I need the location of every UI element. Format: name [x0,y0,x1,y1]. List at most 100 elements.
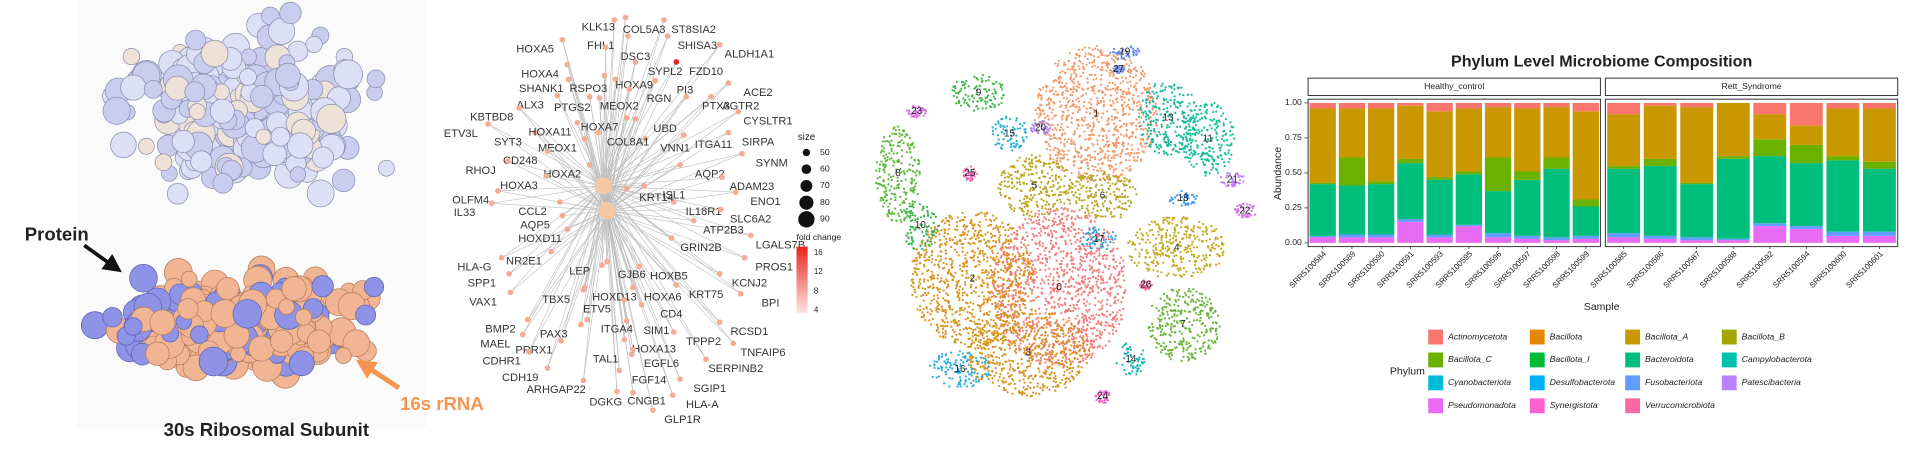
gene-label: COL8A1 [607,136,650,148]
tsne-point [1113,60,1116,64]
tsne-point [1069,77,1072,80]
tsne-point [1074,247,1078,251]
tsne-point [963,307,966,310]
tsne-point [991,302,994,306]
tsne-point [1047,312,1051,315]
tsne-point [1128,159,1131,162]
tsne-point [1136,108,1140,112]
tsne-point [1020,202,1023,205]
gene-node [671,199,677,205]
gene-node [735,108,742,115]
size-legend-label: 60 [820,163,830,173]
tsne-point [933,226,936,229]
tsne-point [1055,159,1058,162]
tsne-point [1072,303,1075,307]
tsne-point [1052,86,1055,89]
tsne-point [1136,231,1139,234]
tsne-point [1063,202,1066,205]
tsne-point [939,238,942,242]
tsne-point [1097,112,1100,115]
tsne-point [943,299,947,302]
tsne-point [1072,258,1075,261]
tsne-point [931,317,934,321]
tsne-point [1086,126,1089,130]
gene-node [524,316,531,323]
tsne-point [1083,100,1086,104]
tsne-point [1068,367,1071,370]
tsne-point [954,228,957,231]
tsne-point [1058,100,1062,103]
tsne-point [1077,108,1080,111]
tsne-point [994,258,997,261]
network-edge [603,185,674,203]
protein-blob [311,146,334,169]
tsne-point [1070,256,1073,259]
tsne-point [1072,366,1075,369]
tsne-point [1016,336,1020,339]
tsne-point [1036,382,1039,385]
gene-label: HOXA5 [516,44,554,56]
tsne-point [1033,330,1036,333]
tsne-point [1102,176,1105,180]
tsne-point [1190,243,1194,246]
tsne-point [1103,156,1106,160]
tsne-point [1073,340,1076,344]
tsne-point [1014,291,1018,294]
tsne-point [1093,252,1096,255]
tsne-point [1050,331,1053,334]
tsne-point [1051,128,1054,132]
gene-node [630,389,636,396]
tsne-point [1067,234,1070,237]
tsne-point [1071,370,1074,373]
tsne-point [1077,365,1080,368]
tsne-point [1126,81,1129,84]
tsne-point [1057,154,1060,157]
tsne-point [1108,69,1112,72]
tsne-point [1020,189,1023,193]
tsne-point [1074,295,1077,298]
tsne-point [1024,369,1027,372]
network-edge [522,210,608,335]
tsne-point [1021,393,1024,396]
tsne-point [1071,298,1074,301]
tsne-point [1051,246,1054,249]
tsne-point [915,248,918,251]
tsne-point [1070,284,1073,287]
protein-blob [250,84,274,109]
tsne-point [1088,101,1091,104]
gene-label: ITGA4 [601,324,633,336]
tsne-point [915,267,918,271]
tsne-point [1126,103,1130,106]
tsne-point [1058,136,1061,140]
gene-node [580,377,587,384]
tsne-point [1017,390,1021,393]
tsne-point [1002,386,1006,390]
tsne-point [1105,303,1109,306]
tsne-point [1052,276,1055,279]
tsne-point [1092,89,1096,92]
gene-label: CYSLTR1 [743,115,792,127]
tsne-point [1210,243,1214,247]
tsne-point [1104,344,1107,347]
tsne-point [979,338,982,342]
tsne-point [1095,322,1098,326]
gene-label: EGFL6 [644,358,679,370]
tsne-point [1026,349,1029,352]
tsne-point [1076,282,1079,285]
gene-node [725,80,732,86]
tsne-point [1083,350,1086,353]
network-edge [603,176,723,187]
tsne-point [991,377,994,380]
tsne-point [1055,286,1058,290]
tsne-point [1000,309,1003,312]
tsne-point [1028,320,1032,323]
tsne-point [958,285,962,288]
tsne-point [1048,256,1051,259]
tsne-point [1078,134,1082,137]
tsne-point [942,219,945,222]
tsne-point [1013,313,1016,316]
tsne-point [995,371,998,374]
tsne-point [1128,255,1131,258]
color-legend-label: 16 [814,248,823,257]
tsne-point [1077,97,1080,100]
